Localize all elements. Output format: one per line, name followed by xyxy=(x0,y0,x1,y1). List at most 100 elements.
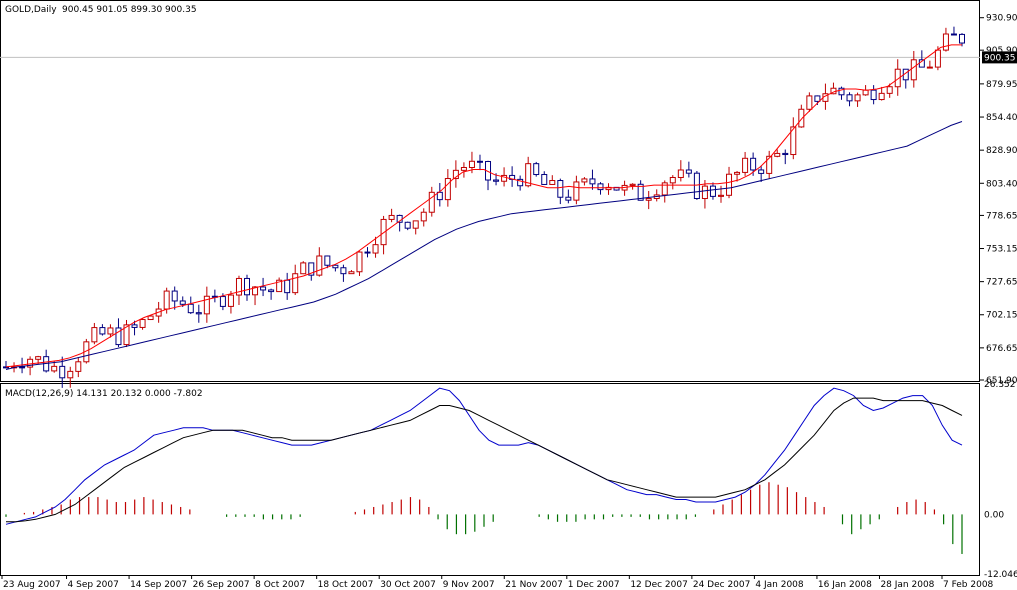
date-tick-label: 21 Nov 2007 xyxy=(505,580,563,590)
candle-body xyxy=(645,198,652,201)
signal-line xyxy=(6,397,963,523)
candle-body xyxy=(19,366,26,369)
candle-body xyxy=(404,221,411,229)
main-pane-frame xyxy=(0,0,980,382)
candle-body xyxy=(597,183,604,191)
price-tick-label: 778.65 xyxy=(986,211,1017,221)
candle-body xyxy=(862,89,869,96)
macd-histogram xyxy=(5,482,963,554)
candle-body xyxy=(219,296,226,307)
candle-body xyxy=(910,59,917,81)
candle-body xyxy=(284,279,291,294)
candle-body xyxy=(766,155,773,174)
candle-body xyxy=(292,273,299,294)
candle-body xyxy=(356,251,363,273)
candle-body xyxy=(203,295,210,315)
candle-body xyxy=(412,220,419,229)
date-tick-label: 18 Oct 2007 xyxy=(318,580,374,590)
candle-body xyxy=(726,173,733,196)
macd-lines xyxy=(5,387,963,525)
candle-body xyxy=(276,279,283,293)
candle-body xyxy=(942,33,949,51)
price-tick-label: 854.40 xyxy=(986,113,1017,123)
candle-body xyxy=(782,152,789,156)
candle-body xyxy=(460,166,467,171)
date-tick-label: 24 Dec 2007 xyxy=(693,580,751,590)
candle-body xyxy=(372,244,379,254)
candle-body xyxy=(324,255,331,266)
candle-body xyxy=(661,182,668,196)
candle-body xyxy=(75,361,82,372)
candle-body xyxy=(934,49,941,68)
candle-body xyxy=(436,191,443,201)
candle-body xyxy=(163,290,170,310)
candle-body xyxy=(838,87,845,96)
macd-axis-ticks: 26.352 0.00 -12.046 xyxy=(984,380,1017,580)
main-chart-title: GOLD,Daily xyxy=(5,5,57,15)
candle-body xyxy=(758,169,765,174)
candle-body xyxy=(380,218,387,246)
price-axis-ticks: 930.90 905.90 879.95 854.40 828.90 803.40 778.… xyxy=(980,14,1017,386)
date-axis-ticks: 23 Aug 2007 4 Sep 2007 14 Sep 2007 26 Sep 2… xyxy=(1,575,994,590)
candle-body xyxy=(131,324,138,328)
candle-body xyxy=(428,191,435,213)
candle-body xyxy=(308,262,315,276)
candle-body xyxy=(774,152,781,157)
macd-tick-label: -12.046 xyxy=(984,570,1017,580)
candle-body xyxy=(959,33,965,44)
candle-body xyxy=(573,181,580,201)
date-tick-label: 4 Sep 2007 xyxy=(68,580,119,590)
candle-body xyxy=(388,214,395,220)
candle-body xyxy=(235,277,242,296)
candle-body xyxy=(693,172,700,200)
candle-body xyxy=(123,324,130,346)
date-tick-label: 23 Aug 2007 xyxy=(3,580,61,590)
candle-body xyxy=(316,255,323,276)
candle-body xyxy=(814,95,821,102)
macd-line xyxy=(5,387,963,525)
candle-body xyxy=(525,163,532,187)
price-tick-label: 879.95 xyxy=(986,80,1017,90)
price-tick-label: 905.90 xyxy=(986,46,1017,56)
last-price-marker: 900.35 xyxy=(982,51,1017,64)
candle-body xyxy=(894,68,901,88)
candle-body xyxy=(581,178,588,183)
candle-body xyxy=(533,163,540,176)
date-tick-label: 28 Jan 2008 xyxy=(880,580,934,590)
candle-body xyxy=(685,169,692,174)
candle-body xyxy=(589,178,596,185)
price-tick-label: 753.15 xyxy=(986,245,1017,255)
candle-body xyxy=(629,183,636,186)
date-tick-label: 12 Dec 2007 xyxy=(630,580,688,590)
last-price-box xyxy=(982,51,1017,64)
candle-body xyxy=(541,174,548,185)
candle-body xyxy=(878,92,885,101)
candle-body xyxy=(476,160,483,163)
candle-body xyxy=(195,312,202,315)
candle-body xyxy=(115,327,122,346)
candle-body xyxy=(806,95,813,110)
moving-average-line xyxy=(5,121,963,370)
price-tick-label: 676.65 xyxy=(986,344,1017,354)
candle-body xyxy=(798,108,805,128)
candle-body xyxy=(420,211,427,222)
candle-body xyxy=(709,185,716,197)
candle-body xyxy=(139,319,146,328)
candle-body xyxy=(750,157,757,171)
date-tick-label: 30 Oct 2007 xyxy=(380,580,436,590)
candle-body xyxy=(950,33,957,36)
date-tick-label: 4 Jan 2008 xyxy=(755,580,803,590)
candle-body xyxy=(734,171,741,175)
candle-body xyxy=(669,176,676,184)
candle-body xyxy=(444,178,451,201)
candle-body xyxy=(549,180,556,185)
date-tick-label: 16 Jan 2008 xyxy=(818,580,872,590)
price-tick-label: 930.90 xyxy=(986,14,1017,24)
candle-body xyxy=(67,370,74,379)
candle-body xyxy=(565,196,572,201)
candle-body xyxy=(51,365,58,372)
candle-body xyxy=(187,303,194,314)
candle-body xyxy=(501,174,508,182)
candle-body xyxy=(701,185,708,200)
candle-body xyxy=(517,178,524,187)
